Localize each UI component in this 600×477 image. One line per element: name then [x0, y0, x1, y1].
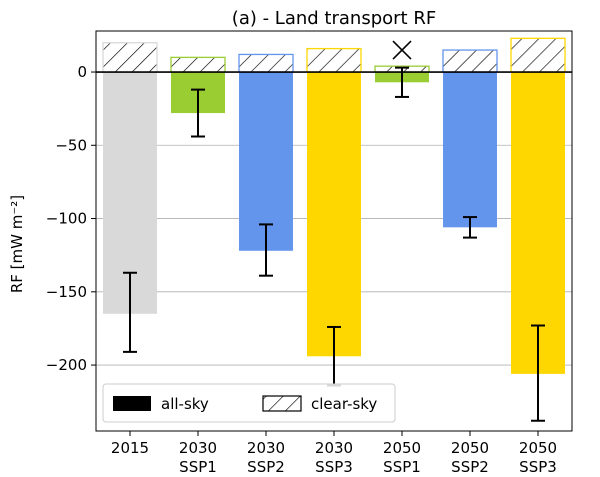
x-marker-stroke: [392, 40, 412, 60]
bar-clear-sky: [306, 47, 362, 73]
legend-box: [102, 383, 396, 423]
y-axis-label: RF [mW m⁻²]: [8, 195, 26, 293]
x-tick-label: SSP1: [383, 458, 421, 476]
x-tick-label: 2030: [315, 439, 353, 457]
x-tick-label: 2050: [519, 439, 557, 457]
y-tick-label: −150: [46, 283, 87, 301]
bar-all-sky: [307, 72, 361, 357]
x-tick-label: 2015: [111, 439, 149, 457]
bar-clear-sky: [102, 42, 158, 73]
legend-swatch-all-sky: [113, 396, 151, 411]
bar-clear-sky: [238, 53, 294, 73]
plot-frame: [95, 30, 573, 432]
x-axis-ticks: 2015 2030SSP12030SSP22030SSP32050SSP12050…: [111, 431, 557, 476]
y-tick-label: −200: [46, 356, 87, 374]
x-tick-label: 2030: [179, 439, 217, 457]
y-tick-label: −50: [55, 136, 87, 154]
y-tick-label: 0: [77, 63, 87, 81]
x-tick-label: SSP3: [315, 458, 353, 476]
chart-title: (a) - Land transport RF: [232, 8, 436, 29]
bar-clear-sky: [442, 49, 498, 73]
x-tick-label: 2050: [383, 439, 421, 457]
legend-label-all-sky: all-sky: [161, 395, 209, 413]
x-tick-label: SSP1: [179, 458, 217, 476]
bar-clear-sky: [510, 37, 566, 73]
x-tick-label: 2030: [247, 439, 285, 457]
x-tick-label: SSP2: [247, 458, 285, 476]
legend-swatch-clear-sky: [262, 395, 302, 412]
bar-clear-sky: [170, 56, 226, 73]
bar-all-sky: [443, 72, 497, 228]
bar-all-sky: [511, 72, 565, 374]
y-tick-label: −100: [46, 210, 87, 228]
bars: [102, 37, 566, 374]
x-tick-label: SSP2: [451, 458, 489, 476]
legend: all-sky clear-sky: [102, 383, 396, 423]
annotations: [392, 40, 412, 60]
x-tick-label: 2050: [451, 439, 489, 457]
bar-all-sky: [239, 72, 293, 251]
x-tick-label: SSP3: [519, 458, 557, 476]
legend-label-clear-sky: clear-sky: [311, 395, 377, 413]
y-axis-ticks: 0 −50 −100 −150 −200: [46, 63, 96, 374]
